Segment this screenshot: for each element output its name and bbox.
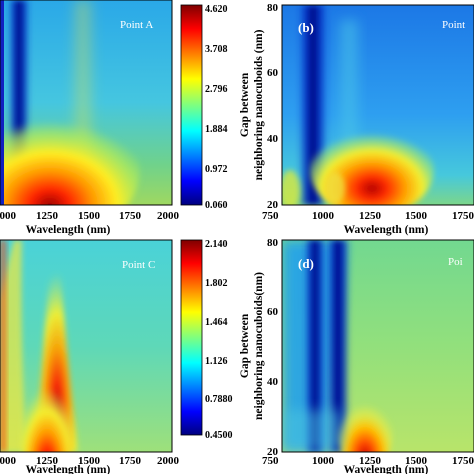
panel-b-y-ticks: 80 60 40 20: [267, 2, 279, 211]
panel-d-y-label-line-1: Gap between: [239, 313, 251, 378]
panel-d: (d) Poi 80 60 40 20 Gap between neighbor…: [239, 237, 474, 474]
panel-c-heatmap: [0, 240, 172, 452]
panel-a-colorbar-tick: 3.708: [205, 44, 228, 55]
panel-d-x-tick: 1500: [405, 455, 428, 467]
panel-a: Point A 1000 1250 1500 1750 2000 Wavelen…: [0, 0, 228, 236]
panel-d-y-label-line-2: neighboring nanocuboids(nm): [253, 272, 265, 420]
panel-d-heatmap: [282, 240, 474, 452]
panel-b-x-tick: 1250: [359, 210, 382, 222]
panel-b-x-tick: 1750: [452, 210, 474, 222]
panel-a-colorbar-ticks: 4.620 3.708 2.796 1.884 0.972 0.060: [205, 4, 228, 211]
panel-b-heatmap: [282, 5, 474, 205]
panel-d-y-tick: 40: [267, 376, 279, 388]
panel-c-colorbar-ticks: 2.140 1.802 1.464 1.126 0.7880 0.4500: [205, 239, 233, 441]
panel-c-frame: [0, 239, 173, 453]
panel-b: (b) Point 80 60 40 20 Gap between neighb…: [239, 2, 474, 236]
panel-a-heatmap: [0, 0, 172, 205]
panel-d-x-label: Wavelength (nm): [344, 464, 429, 474]
panel-c: Point C 1000 1250 1500 1750 2000 Wavelen…: [0, 239, 233, 474]
panel-a-title: Point A: [120, 19, 153, 31]
panel-b-y-tick: 40: [267, 133, 279, 145]
panel-d-label: (d): [298, 256, 314, 271]
panel-c-x-tick: 1000: [0, 455, 17, 467]
panel-b-x-tick: 750: [262, 210, 279, 222]
panel-c-title: Point C: [122, 259, 155, 271]
panel-a-x-tick: 1750: [119, 210, 142, 222]
panel-b-frame: [281, 4, 474, 206]
panel-c-x-tick: 2000: [157, 455, 180, 467]
panel-d-x-tick: 1250: [359, 455, 382, 467]
panel-a-colorbar-tick: 2.796: [205, 84, 228, 95]
panel-b-x-tick: 1000: [312, 210, 335, 222]
panel-b-title: Point: [442, 19, 465, 31]
panel-c-x-label: Wavelength (nm): [26, 464, 111, 474]
panel-d-x-tick: 1000: [312, 455, 335, 467]
panel-a-colorbar: [180, 4, 203, 206]
panel-d-x-ticks: 750 1000 1250 1500 1750: [262, 455, 474, 467]
panel-d-y-tick: 20: [267, 446, 279, 458]
panel-b-x-tick: 1500: [405, 210, 428, 222]
panel-a-frame: [0, 0, 173, 206]
panel-a-colorbar-tick: 0.972: [205, 164, 228, 175]
panel-a-x-tick: 1250: [36, 210, 59, 222]
panel-c-colorbar-tick: 0.4500: [205, 430, 233, 441]
panel-d-frame: [281, 239, 474, 453]
panel-b-y-tick: 60: [267, 67, 279, 79]
panel-d-x-tick: 750: [262, 455, 279, 467]
panel-a-x-tick: 1000: [0, 210, 17, 222]
panel-a-colorbar-tick: 1.884: [205, 124, 228, 135]
panel-c-colorbar-tick: 1.464: [205, 317, 228, 328]
panel-a-x-tick: 1500: [78, 210, 101, 222]
panel-c-colorbar: [180, 239, 203, 436]
panel-d-y-tick: 60: [267, 306, 279, 318]
panel-a-x-ticks: 1000 1250 1500 1750 2000: [0, 210, 180, 222]
panel-b-y-label: Gap between neighboring nanocuboids (nm): [239, 29, 265, 180]
panel-d-y-label: Gap between neighboring nanocuboids(nm): [239, 272, 265, 420]
panel-d-y-tick: 80: [267, 237, 279, 249]
panel-a-x-tick: 2000: [157, 210, 180, 222]
panel-b-y-label-line-2: neighboring nanocuboids (nm): [253, 29, 265, 180]
panel-b-y-tick: 20: [267, 199, 279, 211]
panel-b-x-label: Wavelength (nm): [344, 224, 429, 236]
panel-c-colorbar-tick: 2.140: [205, 239, 228, 250]
panel-c-colorbar-tick: 0.7880: [205, 394, 233, 405]
panel-c-x-ticks: 1000 1250 1500 1750 2000: [0, 455, 180, 467]
panel-a-colorbar-tick: 0.060: [205, 200, 228, 211]
panel-c-colorbar-tick: 1.802: [205, 278, 228, 289]
panel-b-y-tick: 80: [267, 2, 279, 14]
panel-b-y-label-line-1: Gap between: [239, 72, 251, 137]
panel-c-x-tick: 1500: [78, 455, 101, 467]
panel-b-x-ticks: 750 1000 1250 1500 1750: [262, 210, 474, 222]
panel-a-colorbar-tick: 4.620: [205, 4, 228, 15]
panel-d-y-ticks: 80 60 40 20: [267, 237, 279, 458]
panel-d-x-tick: 1750: [452, 455, 474, 467]
panel-a-x-label: Wavelength (nm): [26, 224, 111, 236]
panel-b-label: (b): [298, 20, 314, 35]
panel-c-colorbar-tick: 1.126: [205, 356, 228, 367]
panel-c-x-tick: 1250: [36, 455, 59, 467]
panel-d-title: Poi: [448, 256, 463, 268]
panel-c-x-tick: 1750: [119, 455, 142, 467]
